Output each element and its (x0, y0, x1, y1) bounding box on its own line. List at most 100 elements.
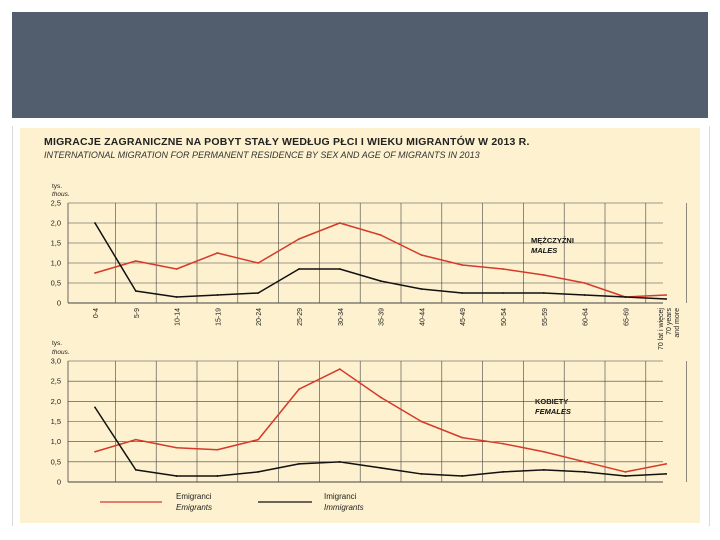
females-immigrants-point (216, 475, 219, 477)
females-emigrants-point (379, 396, 382, 399)
females-emigrants-point (583, 460, 586, 463)
y-tick-label: 1,0 (51, 437, 61, 446)
females-unit-en: thous. (52, 349, 70, 356)
x-tick-label: 40-44 (419, 308, 426, 326)
chart-title: MIGRACJE ZAGRANICZNE NA POBYT STAŁY WEDŁ… (44, 136, 530, 148)
females-emigrants-point (461, 436, 464, 439)
males-emigrants-point (216, 252, 219, 254)
males-emigrants-point (461, 264, 464, 266)
females-emigrants-point (624, 471, 627, 473)
females-immigrants-point (502, 471, 504, 473)
y-tick-label: 0,5 (51, 457, 61, 466)
males-immigrants-point (257, 292, 260, 294)
females-emigrants-point (502, 442, 504, 445)
males-immigrants-point (461, 292, 464, 294)
x-tick-label: 45-49 (460, 308, 467, 326)
x-tick-label: 50-54 (501, 308, 508, 326)
x-tick-label: 60-64 (583, 308, 590, 326)
females-immigrants-point (298, 462, 300, 465)
x-tick-label: 10-14 (175, 308, 182, 326)
y-tick-label: 0 (57, 299, 61, 308)
females-emigrants-point (338, 368, 341, 370)
males-emigrants-point (134, 260, 137, 262)
y-tick-label: 3,0 (51, 357, 61, 366)
x-tick-label: 0-4 (93, 308, 100, 318)
females-immigrants-point (542, 469, 545, 471)
males-label-pl: MĘŻCZYŹNI (531, 236, 574, 245)
males-immigrants-point (665, 298, 668, 300)
females-immigrants-point (134, 469, 137, 471)
males-emigrants-point (665, 294, 668, 296)
males-emigrants-point (420, 254, 423, 256)
x-tick-label: 35-39 (379, 308, 386, 326)
females-unit-pl: tys. (52, 340, 62, 347)
males-unit-pl: tys. (52, 183, 62, 190)
y-tick-label: 0,5 (51, 279, 61, 288)
females-immigrants-point (665, 473, 668, 475)
males-emigrants-point (502, 268, 504, 270)
females-immigrants-point (175, 475, 178, 477)
males-immigrants-point (420, 288, 423, 290)
females-label-en: FEMALES (535, 407, 571, 416)
x-tick-label: 70 years (666, 308, 673, 335)
x-tick-label: 15-19 (215, 308, 222, 326)
males-emigrants-point (583, 282, 586, 284)
females-emigrants-point (175, 446, 178, 449)
males-emigrants-point (298, 238, 300, 240)
legend-immigrants-pl: Imigranci (324, 492, 357, 501)
males-immigrants-point (542, 292, 545, 294)
y-tick-label: 2,5 (51, 377, 61, 386)
males-immigrants-point (216, 294, 219, 296)
y-tick-label: 2,0 (51, 219, 61, 228)
x-tick-label: 25-29 (297, 308, 304, 326)
males-immigrants-point (94, 222, 96, 224)
slide-banner (12, 12, 708, 118)
x-tick-label: 30-34 (338, 308, 345, 326)
males-unit-en: thous. (52, 191, 70, 198)
males-immigrants-point (583, 294, 586, 296)
males-immigrants-point (502, 292, 504, 294)
females-immigrants-point (624, 475, 627, 477)
females-immigrants-point (420, 473, 423, 475)
females-immigrants-point (379, 466, 382, 469)
males-immigrants-point (298, 268, 300, 270)
males-emigrants-point (257, 262, 260, 264)
legend-immigrants-en: Immigrants (324, 503, 364, 512)
y-tick-label: 2,5 (51, 199, 61, 208)
females-immigrants-point (257, 471, 260, 473)
x-tick-label: and more (674, 308, 681, 338)
y-tick-label: 1,0 (51, 259, 61, 268)
females-immigrants-point (461, 475, 464, 477)
females-immigrants-point (338, 460, 341, 463)
x-tick-label: 55-59 (542, 308, 549, 326)
males-immigrants-point (134, 290, 137, 292)
males-emigrants-point (379, 234, 382, 236)
females-immigrants-point (94, 406, 96, 409)
y-tick-label: 1,5 (51, 417, 61, 426)
males-immigrants-point (379, 280, 382, 282)
males-immigrants-point (624, 296, 627, 298)
y-tick-label: 0 (57, 478, 61, 487)
males-emigrants-point (175, 268, 178, 270)
males-emigrants-point (542, 274, 545, 276)
females-emigrants-point (542, 450, 545, 453)
females-emigrants-point (420, 420, 423, 423)
y-tick-label: 1,5 (51, 239, 61, 248)
males-immigrants-point (175, 296, 178, 298)
females-emigrants-point (257, 438, 260, 441)
legend-emigrants-en: Emigrants (176, 503, 212, 512)
females-emigrants-point (298, 388, 300, 391)
legend-emigrants-pl: Emigranci (176, 492, 212, 501)
females-emigrants-point (216, 448, 219, 451)
males-label-en: MALES (531, 246, 557, 255)
x-tick-label: 5-9 (134, 308, 141, 318)
chart-subtitle: INTERNATIONAL MIGRATION FOR PERMANENT RE… (44, 150, 480, 160)
females-emigrants-line (94, 368, 667, 473)
y-tick-label: 2,0 (51, 397, 61, 406)
females-immigrants-point (583, 471, 586, 473)
females-emigrants-point (665, 462, 668, 465)
females-emigrants-point (134, 438, 137, 441)
x-tick-label: 65-69 (623, 308, 630, 326)
males-immigrants-point (338, 268, 341, 270)
